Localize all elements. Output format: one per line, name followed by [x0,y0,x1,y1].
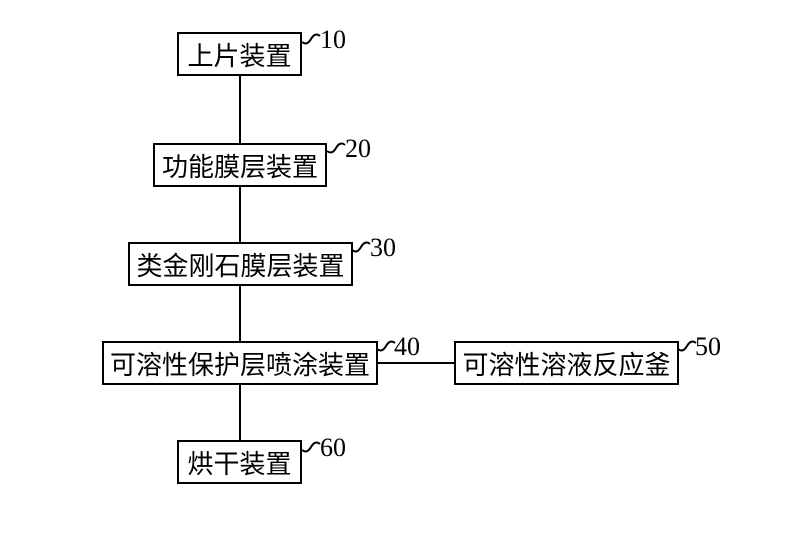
node-number-label: 60 [320,433,346,463]
flowchart-node: 烘干装置 [177,440,302,484]
label-leader-squiggle [302,35,320,44]
node-number-label: 50 [695,332,721,362]
label-leader-squiggle [678,342,696,351]
node-number-label: 30 [370,233,396,263]
flowchart-node: 上片装置 [177,32,302,76]
node-number-label: 10 [320,25,346,55]
label-leader-squiggle [377,342,395,351]
node-number-label: 20 [345,134,371,164]
label-leader-squiggle [302,443,320,452]
flowchart-node: 可溶性保护层喷涂装置 [102,341,378,385]
label-leader-squiggle [352,243,370,252]
flowchart-node: 类金刚石膜层装置 [128,242,353,286]
node-number-label: 40 [394,332,420,362]
label-leader-squiggle [327,144,345,153]
flowchart-node: 功能膜层装置 [153,143,327,187]
flowchart-node: 可溶性溶液反应釜 [454,341,679,385]
